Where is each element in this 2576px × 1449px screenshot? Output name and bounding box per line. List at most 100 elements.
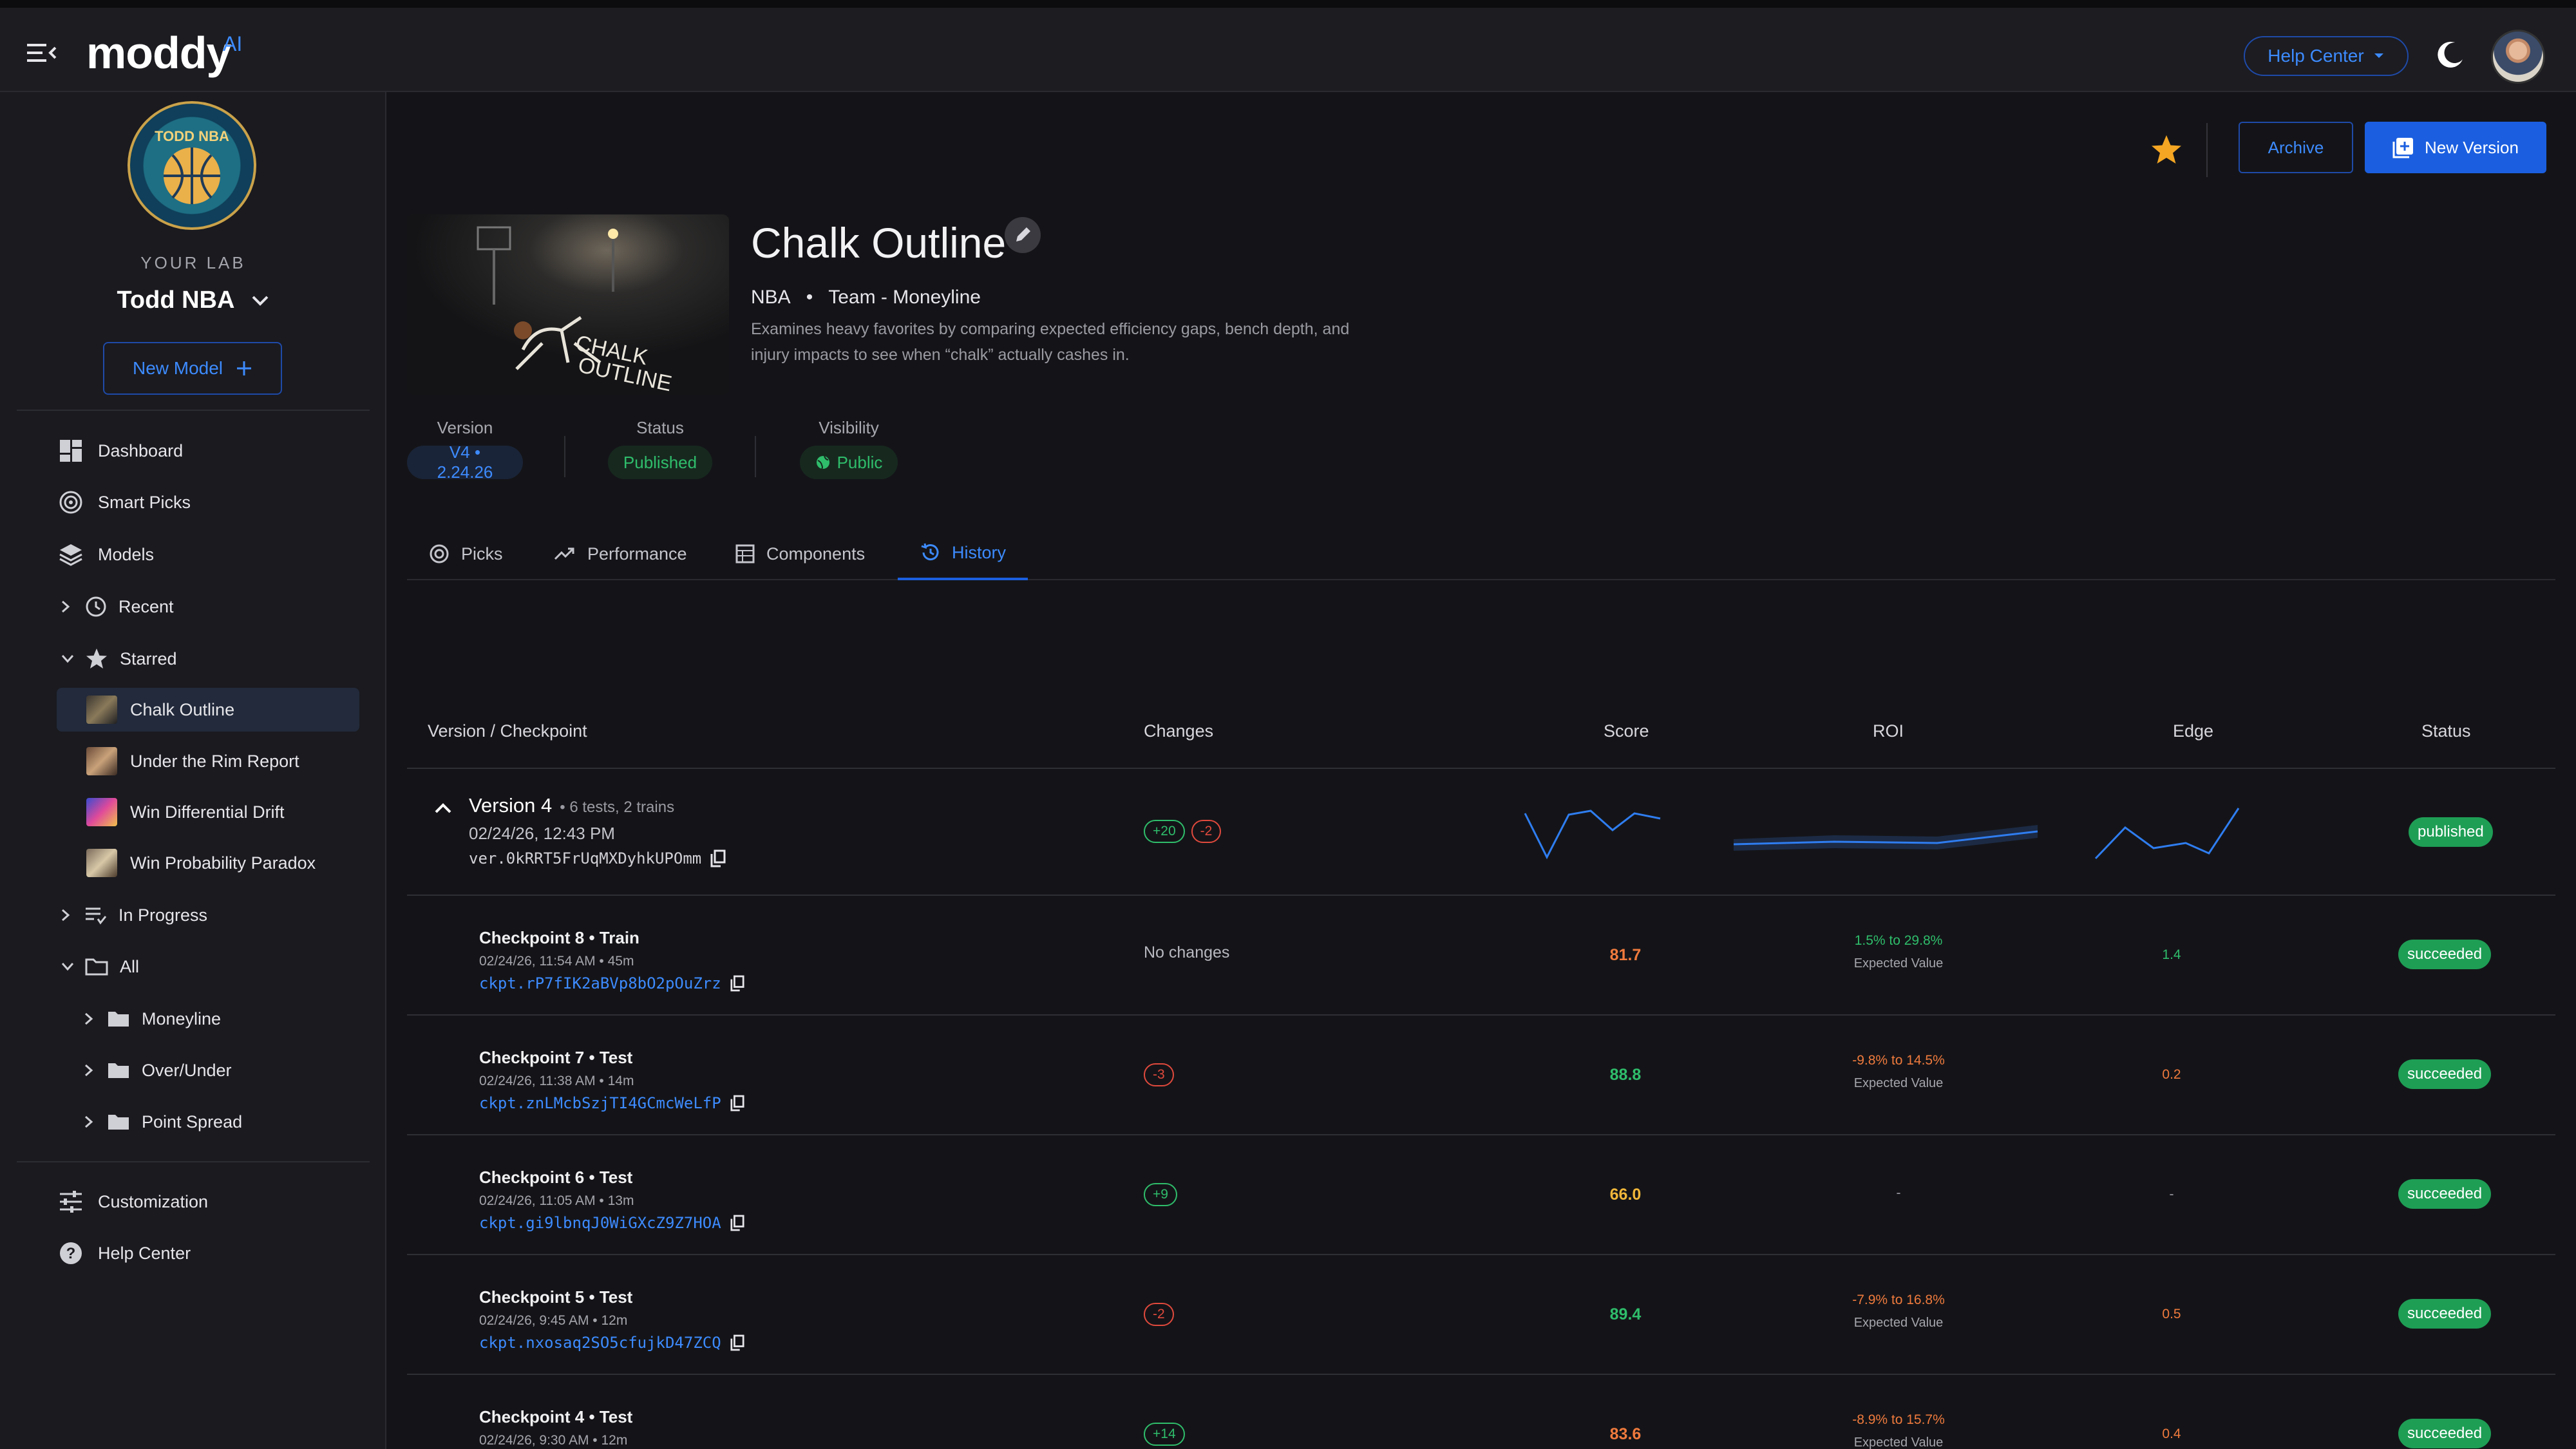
star-favorite-icon[interactable] <box>2150 133 2183 167</box>
column-header-roi[interactable]: ROI <box>1873 721 1904 741</box>
chevron-up-icon[interactable] <box>434 802 452 815</box>
sidebar-label: In Progress <box>118 905 208 925</box>
sidebar-item-recent[interactable]: Recent <box>0 585 386 629</box>
model-title: Chalk Outline <box>751 219 1007 267</box>
sidebar-folder-moneyline[interactable]: Moneyline <box>0 997 386 1041</box>
checkpoint-title: Checkpoint 4 • Test <box>479 1407 633 1426</box>
app-logo[interactable]: moddy <box>86 28 231 78</box>
model-subtitle: NBA • Team - Moneyline <box>751 287 981 308</box>
change-badge: +9 <box>1144 1183 1177 1206</box>
column-header-changes[interactable]: Changes <box>1144 721 1214 741</box>
checkpoint-hash-text[interactable]: ckpt.znLMcbSzjTI4GCmcWeLfP <box>479 1094 721 1112</box>
checkpoint-changes: -2 <box>1144 1303 1174 1326</box>
moon-icon[interactable] <box>2436 40 2465 70</box>
sidebar-item-smart-picks[interactable]: Smart Picks <box>0 480 386 524</box>
folder-icon <box>106 1006 131 1032</box>
sidebar-item-customization[interactable]: Customization <box>0 1180 386 1224</box>
sidebar-item-win-differential-drift[interactable]: Win Differential Drift <box>0 790 386 834</box>
checkpoint-meta: 02/24/26, 11:05 AM • 13m <box>479 1193 634 1208</box>
copy-icon[interactable] <box>730 1334 744 1351</box>
sidebar-item-starred[interactable]: Starred <box>0 637 386 681</box>
version-summary: • 6 tests, 2 trains <box>560 799 675 816</box>
model-thumbnail <box>86 696 117 724</box>
roi-range: - <box>1896 1186 1901 1200</box>
checkpoint-hash-text[interactable]: ckpt.rP7fIK2aBVp8bO2pOuZrz <box>479 974 721 992</box>
tab-history[interactable]: History <box>898 527 1028 580</box>
sidebar-label: Starred <box>120 649 177 668</box>
sidebar-item-win-probability-paradox[interactable]: Win Probability Paradox <box>0 841 386 885</box>
tab-performance[interactable]: Performance <box>554 527 687 580</box>
sidebar-item-help-center[interactable]: ? Help Center <box>0 1231 386 1275</box>
checkpoint-hash-text[interactable]: ckpt.gi9lbnqJ0WiGXcZ9Z7HOA <box>479 1214 721 1232</box>
sidebar-folder-over-under[interactable]: Over/Under <box>0 1048 386 1092</box>
trending-up-icon <box>554 547 574 560</box>
new-model-button[interactable]: New Model <box>103 342 282 395</box>
row-divider <box>407 768 2555 769</box>
sidebar-item-in-progress[interactable]: In Progress <box>0 893 386 937</box>
sidebar-label: Point Spread <box>142 1112 243 1132</box>
column-header-version[interactable]: Version / Checkpoint <box>428 721 587 741</box>
sidebar-item-dashboard[interactable]: Dashboard <box>0 429 386 473</box>
sidebar-item-all[interactable]: All <box>0 945 386 989</box>
roi-range: -8.9% to 15.7% <box>1852 1412 1945 1427</box>
row-divider <box>407 1374 2555 1375</box>
lab-logo-text: TODD NBA <box>155 128 229 144</box>
edge-sparkline <box>2094 808 2240 860</box>
checkpoint-changes: No changes <box>1144 943 1229 962</box>
chevron-down-icon <box>252 296 269 306</box>
copy-icon[interactable] <box>730 1215 744 1231</box>
edit-pencil-icon[interactable] <box>1005 217 1041 253</box>
tab-picks[interactable]: Picks <box>429 527 503 580</box>
new-version-button[interactable]: New Version <box>2365 122 2546 173</box>
user-avatar[interactable] <box>2491 30 2545 84</box>
column-header-status[interactable]: Status <box>2421 721 2471 741</box>
status-badge-succeeded: succeeded <box>2398 1299 2492 1329</box>
lab-logo: TODD NBA <box>128 101 256 230</box>
tab-label: Picks <box>461 544 503 564</box>
add-version-icon <box>2392 138 2414 158</box>
history-icon <box>921 543 939 561</box>
checkpoint-changes: +9 <box>1144 1183 1177 1206</box>
copy-icon[interactable] <box>730 1095 744 1112</box>
version-title-group: Version 4 • 6 tests, 2 trains <box>469 794 674 817</box>
tab-components[interactable]: Components <box>735 527 865 580</box>
meta-visibility: Visibility Public <box>791 418 907 479</box>
copy-icon[interactable] <box>730 975 744 992</box>
visibility-pill[interactable]: Public <box>799 446 898 479</box>
sidebar-divider <box>17 1161 370 1162</box>
folder-outline-icon <box>84 954 109 980</box>
status-badge-succeeded: succeeded <box>2398 1059 2492 1089</box>
checkpoint-hash-text[interactable]: ckpt.nxosaq2SO5cfujkD47ZCQ <box>479 1334 721 1352</box>
sidebar-folder-point-spread[interactable]: Point Spread <box>0 1100 386 1144</box>
help-center-dropdown[interactable]: Help Center <box>2244 36 2409 76</box>
roi-range: 1.5% to 29.8% <box>1854 933 1943 948</box>
roi-range: -9.8% to 14.5% <box>1852 1053 1945 1068</box>
layers-icon <box>58 542 84 567</box>
column-header-score[interactable]: Score <box>1604 721 1649 741</box>
sidebar: TODD NBA YOUR LAB Todd NBA New Model Das… <box>0 92 386 1449</box>
copy-icon[interactable] <box>710 849 726 867</box>
archive-button[interactable]: Archive <box>2239 122 2353 173</box>
sidebar-item-chalk-outline[interactable]: Chalk Outline <box>57 688 359 732</box>
checkpoint-meta: 02/24/26, 11:38 AM • 14m <box>479 1074 634 1088</box>
model-thumbnail <box>86 798 117 826</box>
sidebar-item-models[interactable]: Models <box>0 533 386 576</box>
table-icon <box>735 544 755 564</box>
checkpoint-changes: +14 <box>1144 1423 1185 1446</box>
version-pill[interactable]: V4 • 2.24.26 <box>407 442 523 482</box>
menu-collapse-icon[interactable] <box>26 40 57 66</box>
app-logo-ai: AI <box>223 32 243 55</box>
chevron-down-icon <box>61 963 74 971</box>
chevron-right-icon <box>62 600 70 613</box>
checkpoint-hash: ckpt.znLMcbSzjTI4GCmcWeLfP <box>479 1094 744 1112</box>
folder-icon <box>106 1057 131 1083</box>
version-hash: ver.0kRRT5FrUqMXDyhkUPOmm <box>469 849 726 867</box>
checkpoint-roi: -8.9% to 15.7% Expected Value <box>1783 1412 2014 1449</box>
lab-switcher[interactable]: Todd NBA <box>0 287 386 314</box>
dashboard-icon <box>58 438 84 464</box>
sidebar-item-under-the-rim-report[interactable]: Under the Rim Report <box>0 739 386 783</box>
chevron-right-icon <box>62 909 70 922</box>
version-date: 02/24/26, 12:43 PM <box>469 824 615 843</box>
status-pill: Published <box>607 446 713 479</box>
column-header-edge[interactable]: Edge <box>2173 721 2214 741</box>
